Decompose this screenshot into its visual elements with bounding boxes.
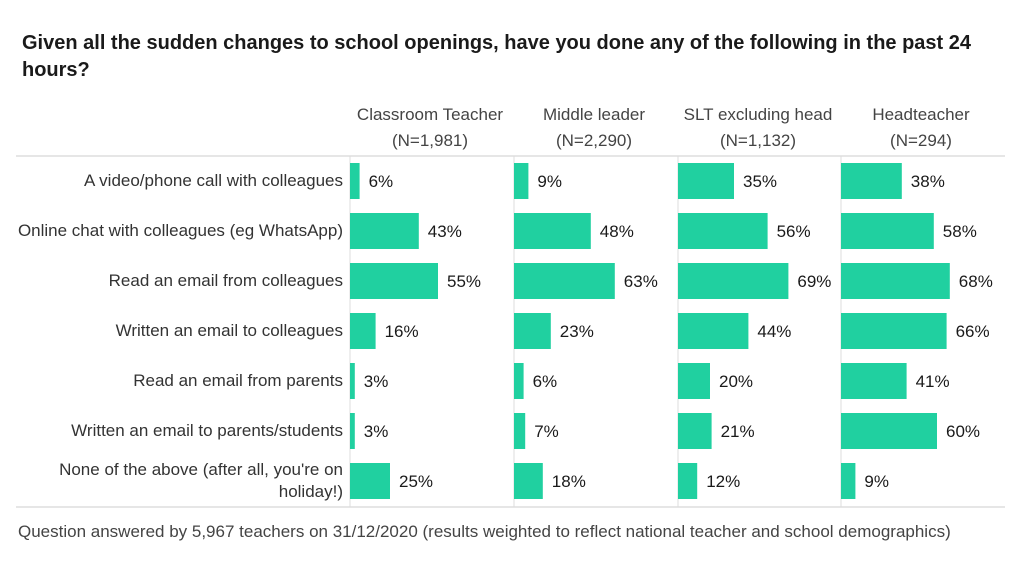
data-label: 21%: [721, 422, 755, 441]
series-name: Middle leader: [542, 105, 646, 124]
data-label: 23%: [560, 322, 594, 341]
series-n: (N=294): [890, 131, 952, 150]
series-n: (N=2,290): [555, 131, 633, 150]
column-header: Classroom Teacher (N=1,981): [348, 102, 512, 154]
category-label: Read an email from parents: [133, 371, 343, 390]
bar: [678, 413, 712, 449]
bar: [514, 163, 529, 199]
category-label: A video/phone call with colleagues: [84, 171, 343, 190]
series-n: (N=1,981): [391, 131, 469, 150]
bar: [350, 263, 438, 299]
bar: [678, 463, 698, 499]
data-label: 20%: [719, 372, 753, 391]
data-label: 6%: [533, 372, 558, 391]
bar: [678, 363, 710, 399]
bar: [678, 313, 749, 349]
bar: [841, 263, 950, 299]
data-label: 35%: [743, 172, 777, 191]
bar: [350, 163, 360, 199]
bar: [350, 313, 376, 349]
bar: [841, 463, 856, 499]
data-label: 68%: [959, 272, 993, 291]
bar: [350, 213, 419, 249]
column-header: SLT excluding head (N=1,132): [676, 102, 840, 154]
column-header: Headteacher (N=294): [839, 102, 1003, 154]
bar: [350, 413, 355, 449]
data-label: 43%: [428, 222, 462, 241]
bar: [350, 363, 355, 399]
bar: [514, 363, 524, 399]
data-label: 48%: [600, 222, 634, 241]
category-label: Written an email to parents/students: [71, 421, 343, 440]
bar: [841, 163, 902, 199]
data-label: 58%: [943, 222, 977, 241]
data-label: 3%: [364, 372, 389, 391]
data-label: 25%: [399, 472, 433, 491]
data-label: 9%: [537, 172, 562, 191]
data-label: 69%: [797, 272, 831, 291]
data-label: 56%: [777, 222, 811, 241]
series-name: Headteacher: [872, 105, 970, 124]
category-label: Online chat with colleagues (eg WhatsApp…: [17, 221, 343, 240]
bar: [514, 413, 526, 449]
category-label: Written an email to colleagues: [115, 321, 343, 340]
category-label: Read an email from colleagues: [108, 271, 343, 290]
bar: [678, 213, 768, 249]
series-name: SLT excluding head: [683, 105, 833, 124]
chart-title: Given all the sudden changes to school o…: [22, 32, 972, 81]
data-label: 3%: [364, 422, 389, 441]
data-label: 41%: [916, 372, 950, 391]
column-header: Middle leader (N=2,290): [512, 102, 676, 154]
data-label: 66%: [956, 322, 990, 341]
data-label: 38%: [911, 172, 945, 191]
data-label: 18%: [552, 472, 586, 491]
data-label: 9%: [864, 472, 889, 491]
data-label: 7%: [534, 422, 559, 441]
bar: [678, 263, 789, 299]
bar: [841, 413, 937, 449]
data-label: 55%: [447, 272, 481, 291]
bar: [841, 213, 934, 249]
bar: [678, 163, 734, 199]
bar: [514, 263, 615, 299]
data-label: 12%: [706, 472, 740, 491]
data-label: 44%: [757, 322, 791, 341]
data-label: 6%: [369, 172, 394, 191]
bar: [514, 213, 591, 249]
data-label: 63%: [624, 272, 658, 291]
data-label: 60%: [946, 422, 980, 441]
bar: [514, 463, 543, 499]
series-name: Classroom Teacher: [356, 105, 504, 124]
bar: [514, 313, 551, 349]
category-label: None of the above (after all, you're on …: [59, 460, 343, 501]
bar: [841, 313, 947, 349]
data-label: 16%: [385, 322, 419, 341]
series-n: (N=1,132): [719, 131, 797, 150]
chart-footnote: Question answered by 5,967 teachers on 3…: [18, 522, 951, 541]
bar: [841, 363, 907, 399]
bar: [350, 463, 390, 499]
